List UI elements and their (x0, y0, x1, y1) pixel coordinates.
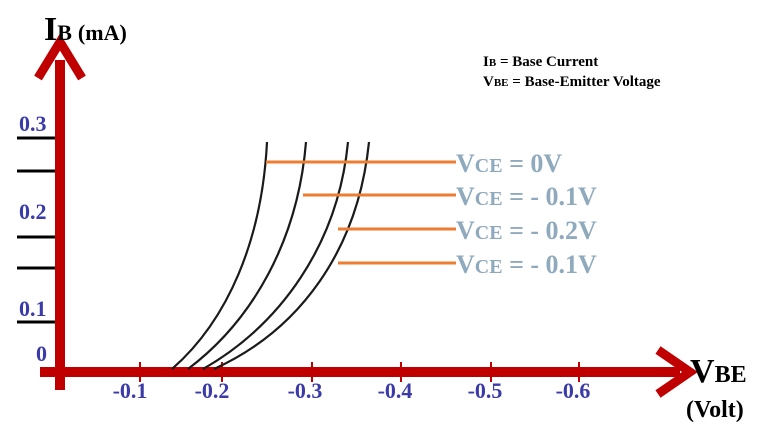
x-tick-labels: -0.1 -0.2 -0.3 -0.4 -0.5 -0.6 (113, 378, 591, 403)
y-tick-label: 0.3 (19, 111, 47, 136)
x-axis-title-sub: BE (715, 362, 747, 388)
curve-label-v: V (456, 216, 475, 245)
y-axis-title-sub: B (57, 20, 72, 45)
x-axis-arrowhead (655, 346, 698, 398)
curve-label-v: V (456, 149, 475, 178)
y-tick-label: 0 (36, 341, 47, 366)
y-axis-line (55, 60, 65, 390)
y-tick-dashes (17, 136, 60, 324)
y-axis-title-main: I (44, 11, 57, 48)
legend-line-ib: IB = Base Current (483, 54, 598, 70)
curve-label-sub: CE (475, 256, 503, 278)
axes (34, 33, 698, 398)
legend-text: = Base Current (496, 54, 598, 70)
legend-sub: BE (494, 77, 509, 89)
curve-label-v: V (456, 182, 475, 211)
curve-vce-minus-0.1v (187, 141, 308, 370)
legend-text: = Base-Emitter Voltage (509, 74, 661, 90)
x-axis-line (40, 367, 680, 377)
curve-label-value: = - 0.2V (503, 216, 597, 245)
x-tick-label: -0.5 (468, 378, 503, 403)
legend-line-vbe: VBE = Base-Emitter Voltage (483, 74, 661, 90)
curve-label-sub: CE (475, 155, 503, 177)
leader-lines (266, 160, 456, 265)
curve-label-sub: CE (475, 188, 503, 210)
x-tick-label: -0.2 (195, 378, 230, 403)
curve-label-value: = 0V (503, 149, 563, 178)
x-tick-label: -0.1 (113, 378, 148, 403)
y-tick-label: 0.2 (19, 199, 47, 224)
curve-vce-0v (171, 141, 269, 370)
y-axis-arrowhead (34, 33, 86, 81)
curve-vce-minus-0.1v-b (213, 141, 371, 371)
x-axis-title: VBE (690, 353, 747, 390)
legend-sub: B (489, 57, 497, 69)
curve-label-v: V (456, 250, 475, 279)
curve-label: VCE = - 0.1V (456, 182, 597, 211)
legend-sym: I (483, 54, 489, 70)
curve-label: VCE = - 0.1V (456, 250, 597, 279)
y-tick-labels: 0.3 0.2 0.1 0 (19, 111, 47, 366)
x-axis-unit: (Volt) (686, 397, 744, 423)
characteristic-curves (171, 141, 371, 371)
x-tick-label: -0.6 (556, 378, 591, 403)
x-tick-label: -0.3 (288, 378, 323, 403)
curve-label-value: = - 0.1V (503, 250, 597, 279)
curve-label-sub: CE (475, 222, 503, 244)
y-axis-title: IB (mA) (44, 11, 127, 48)
x-tick-label: -0.4 (378, 378, 413, 403)
y-tick-label: 0.1 (19, 296, 47, 321)
curve-label: VCE = - 0.2V (456, 216, 597, 245)
x-axis-title-main: V (690, 353, 715, 390)
curve-labels: VCE = 0V VCE = - 0.1V VCE = - 0.2V VCE =… (456, 149, 597, 279)
y-axis-title-unit: (mA) (78, 20, 127, 45)
curve-label-value: = - 0.1V (503, 182, 597, 211)
curve-label: VCE = 0V (456, 149, 562, 178)
curve-vce-minus-0.2v (202, 141, 350, 370)
legend-sym: V (483, 74, 494, 90)
definitions-legend: IB = Base Current VBE = Base-Emitter Vol… (483, 54, 661, 90)
